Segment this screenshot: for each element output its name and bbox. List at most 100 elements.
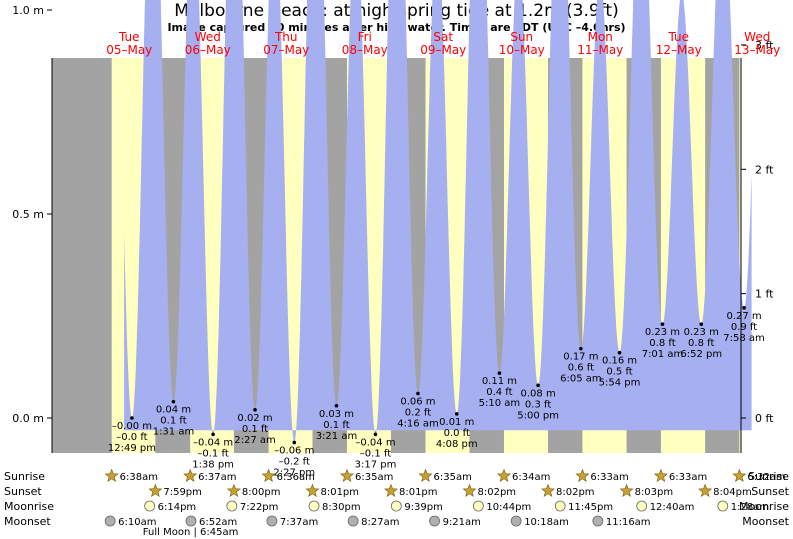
moonset-icon — [429, 515, 440, 527]
low-tide-time: 4:08 pm — [436, 439, 478, 450]
sunset-time: 8:03pm — [635, 487, 674, 498]
moonset-time: 6:52am — [199, 517, 237, 528]
low-tide-point — [536, 383, 540, 388]
low-tide-point — [130, 416, 134, 420]
day-date: 11–May — [577, 43, 623, 57]
low-tide-time: 5:10 am — [479, 398, 521, 409]
low-tide-ft: –0.0 ft — [116, 432, 147, 443]
y-tick-label-right: 2 ft — [755, 163, 774, 176]
sunset-icon — [148, 483, 163, 497]
low-tide-time: 12:49 pm — [108, 443, 156, 454]
day-date: 08–May — [342, 43, 388, 57]
low-tide-m: 0.02 m — [237, 413, 272, 424]
low-tide-time: 5:00 pm — [517, 410, 559, 421]
moonset-icon — [185, 515, 197, 527]
sunset-icon — [619, 483, 634, 497]
sunrise-icon — [418, 468, 433, 482]
sunset-icon — [698, 483, 713, 497]
day-name: Mon — [588, 30, 613, 44]
sunset-icon — [305, 483, 320, 497]
row-label-moonset-right: Moonset — [742, 515, 789, 528]
row-label-sunset-right: Sunset — [751, 485, 789, 498]
row-label-moonrise-right: Moonrise — [739, 500, 789, 513]
low-tide-ft: 0.0 ft — [444, 428, 470, 439]
day-name: Wed — [195, 30, 221, 44]
moonrise-icon — [717, 500, 729, 512]
tide-area — [124, 0, 752, 443]
day-date: 12–May — [656, 43, 702, 57]
sunset-time: 8:00pm — [242, 487, 281, 498]
row-label-moonset-left: Moonset — [4, 515, 51, 528]
day-name: Tue — [118, 30, 140, 44]
low-tide-time: 7:58 am — [723, 333, 765, 344]
moonrise-icon — [636, 500, 648, 512]
moonrise-icon — [472, 500, 484, 512]
low-tide-point — [334, 403, 339, 408]
low-tide-point — [253, 408, 257, 412]
sunrise-icon — [261, 468, 276, 482]
low-tide-m: –0.04 m — [193, 437, 233, 448]
day-name: Wed — [744, 30, 770, 44]
low-tide-ft: –0.2 ft — [279, 456, 310, 467]
daylight-band — [739, 58, 741, 453]
moonset-time: 10:18am — [524, 517, 569, 528]
moonrise-time: 6:14pm — [158, 502, 197, 513]
moonrise-icon — [554, 500, 566, 512]
sunrise-icon — [497, 468, 511, 482]
low-tide-m: 0.01 m — [439, 417, 474, 428]
y-tick-label-left: 0.0 m — [12, 412, 44, 425]
sunset-icon — [226, 483, 241, 497]
moonrise-time: 12:40am — [650, 502, 695, 513]
low-tide-m: 0.17 m — [563, 352, 598, 363]
low-tide-time: 2:27 pm — [273, 467, 315, 478]
moonrise-icon — [226, 500, 238, 512]
low-tide-time: 2:27 am — [234, 435, 276, 446]
moonrise-time: 1:28am — [731, 502, 769, 513]
low-tide-time: 1:31 am — [153, 427, 195, 438]
moonset-time: 7:37am — [280, 517, 318, 528]
moonset-icon — [592, 515, 604, 527]
moonrise-time: 9:39pm — [404, 502, 443, 513]
moonset-time: 6:10am — [118, 517, 156, 528]
day-name: Sat — [433, 30, 453, 44]
sunrise-time: 6:36am — [277, 472, 315, 483]
day-date: 07–May — [263, 43, 309, 57]
low-tide-ft: 0.1 ft — [160, 416, 186, 427]
moonset-icon — [510, 515, 522, 527]
moonset-time: 11:16am — [606, 517, 651, 528]
low-tide-point — [211, 432, 215, 437]
row-label-sunrise-left: Sunrise — [4, 470, 45, 483]
low-tide-ft: 0.6 ft — [568, 363, 594, 374]
day-name: Fri — [358, 30, 372, 44]
sunrise-icon — [104, 468, 119, 482]
moonrise-icon — [390, 500, 402, 512]
low-tide-point — [454, 412, 459, 416]
sunset-time: 8:01pm — [399, 487, 438, 498]
moonrise-time: 7:22pm — [240, 502, 279, 513]
low-tide-m: 0.27 m — [726, 311, 761, 322]
low-tide-time: 1:38 pm — [192, 459, 234, 470]
sun-moon-rows: Sunrise Sunrise Sunset Sunset Moonrise Moonri… — [4, 468, 790, 538]
low-tide-point — [742, 306, 746, 310]
sunrise-time: 6:37am — [198, 472, 236, 483]
low-tide-m: 0.04 m — [156, 405, 191, 416]
sunset-time: 8:04pm — [713, 487, 752, 498]
day-name: Thu — [274, 30, 298, 44]
low-tide-time: 6:05 am — [560, 374, 602, 385]
low-tide-ft: 0.2 ft — [405, 408, 431, 419]
axes: 0.0 m0.5 m1.0 m1.5 m0 ft1 ft2 ft3 ft4 ft… — [12, 4, 774, 453]
row-label-sunrise-right: Sunrise — [748, 470, 789, 483]
low-tide-m: 0.03 m — [319, 409, 354, 420]
moonrise-icon — [308, 500, 320, 512]
y-tick-label-right: 3 ft — [755, 39, 774, 52]
low-tide-m: –0.04 m — [355, 437, 395, 448]
moonrise-time: 11:45pm — [568, 502, 613, 513]
low-tide-m: –0.00 m — [112, 421, 152, 432]
low-tide-ft: 0.1 ft — [242, 424, 268, 435]
y-tick-label-right: 0 ft — [755, 412, 774, 425]
sunset-time: 8:01pm — [320, 487, 359, 498]
low-tide-m: 0.08 m — [521, 388, 556, 399]
low-tide-time: 4:16 am — [397, 419, 439, 430]
low-tide-time: 3:21 am — [316, 431, 358, 442]
